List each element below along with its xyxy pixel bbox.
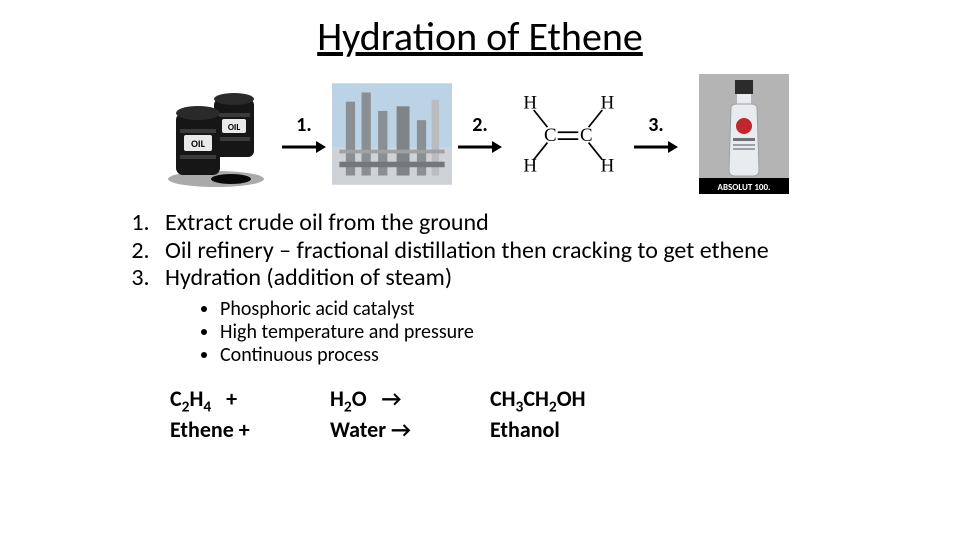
condition-bullets: Phosphoric acid catalyst High temperatur… xyxy=(40,298,920,367)
eq-r2-c3: Ethanol xyxy=(490,416,640,443)
arrow-3: 3. xyxy=(634,113,678,155)
arrow-2: 2. xyxy=(458,113,502,155)
svg-text:C: C xyxy=(580,125,593,146)
equation-block: C2H4 + H2O → CH3CH2OH Ethene + Water → E… xyxy=(40,385,920,443)
eq-r2-c1: Ethene + xyxy=(170,416,300,443)
process-flow: OIL OIL 1. xyxy=(40,79,920,189)
svg-text:OIL: OIL xyxy=(191,137,205,150)
eq-r1-c2: H2O → xyxy=(330,385,460,416)
vodka-caption: ABSOLUT 100. xyxy=(718,182,771,193)
numbered-steps: Extract crude oil from the ground Oil re… xyxy=(40,209,920,292)
arrow-1-label: 1. xyxy=(296,113,311,137)
arrow-1: 1. xyxy=(282,113,326,155)
arrow-2-label: 2. xyxy=(472,113,487,137)
eq-r1-c3: CH3CH2OH xyxy=(490,385,640,416)
oil-barrels-image: OIL OIL xyxy=(156,79,276,189)
svg-text:H: H xyxy=(523,92,537,113)
ethene-structure-image: H H H H C C xyxy=(508,79,628,189)
step-1: Extract crude oil from the ground xyxy=(155,209,920,237)
eq-r1-c1: C2H4 + xyxy=(170,385,300,416)
refinery-image xyxy=(332,79,452,189)
arrow-3-label: 3. xyxy=(648,113,663,137)
eq-r2-c2: Water → xyxy=(330,416,460,443)
oil-label: OIL xyxy=(228,122,240,133)
bullet-1: Phosphoric acid catalyst xyxy=(220,298,920,321)
bullet-2: High temperature and pressure xyxy=(220,321,920,344)
svg-text:C: C xyxy=(544,125,557,146)
bullet-3: Continuous process xyxy=(220,344,920,367)
slide-title: Hydration of Ethene xyxy=(40,12,920,61)
svg-text:H: H xyxy=(601,92,615,113)
vodka-image: ABSOLUT 100. xyxy=(684,79,804,189)
step-3: Hydration (addition of steam) xyxy=(155,264,920,292)
step-2: Oil refinery – fractional distillation t… xyxy=(155,237,920,265)
